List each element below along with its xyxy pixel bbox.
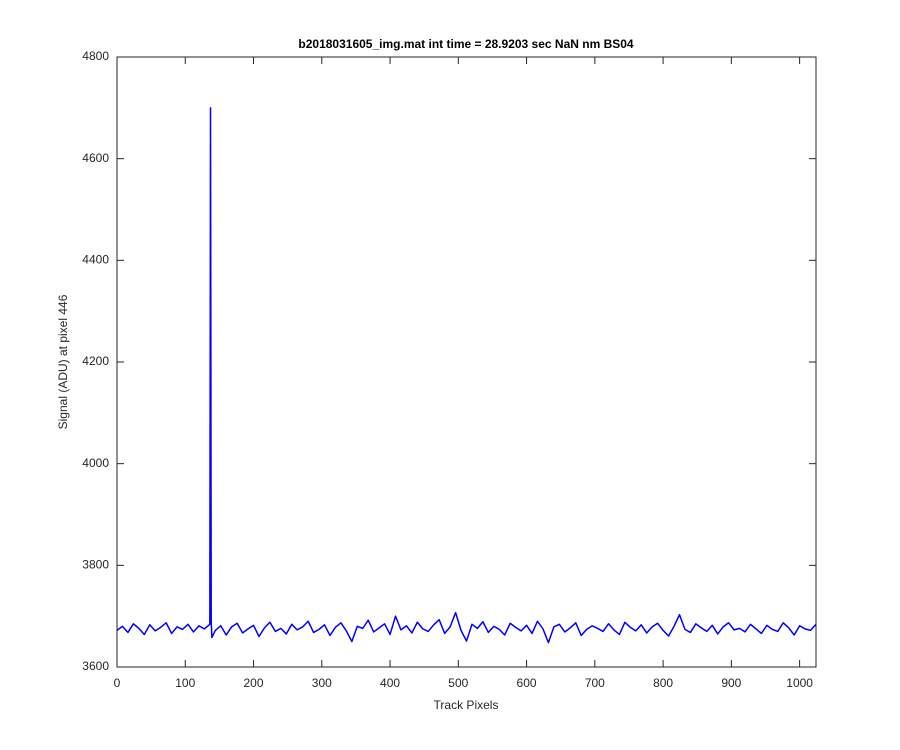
x-tick-label: 200 [244, 676, 264, 690]
x-tick-label: 800 [653, 676, 673, 690]
y-tick-label: 3600 [82, 659, 109, 673]
x-tick-label: 100 [175, 676, 195, 690]
x-tick-label: 300 [312, 676, 332, 690]
y-tick-label: 3800 [82, 558, 109, 572]
x-tick-label: 500 [448, 676, 468, 690]
x-tick-label: 400 [380, 676, 400, 690]
y-tick-label: 4200 [82, 354, 109, 368]
y-tick-label: 4600 [82, 151, 109, 165]
x-tick-label: 700 [585, 676, 605, 690]
data-line [116, 107, 817, 644]
x-tick-label: 900 [721, 676, 741, 690]
y-tick-label: 4400 [82, 253, 109, 267]
x-tick-label: 1000 [786, 676, 813, 690]
chart-title: b2018031605_img.mat int time = 28.9203 s… [298, 37, 634, 51]
y-tick-label: 4800 [82, 49, 109, 63]
x-axis-label: Track Pixels [434, 698, 499, 712]
x-tick-label: 0 [114, 676, 121, 690]
y-tick-label: 4000 [82, 456, 109, 470]
x-tick-label: 600 [517, 676, 537, 690]
y-axis-label: Signal (ADU) at pixel 446 [56, 294, 70, 429]
